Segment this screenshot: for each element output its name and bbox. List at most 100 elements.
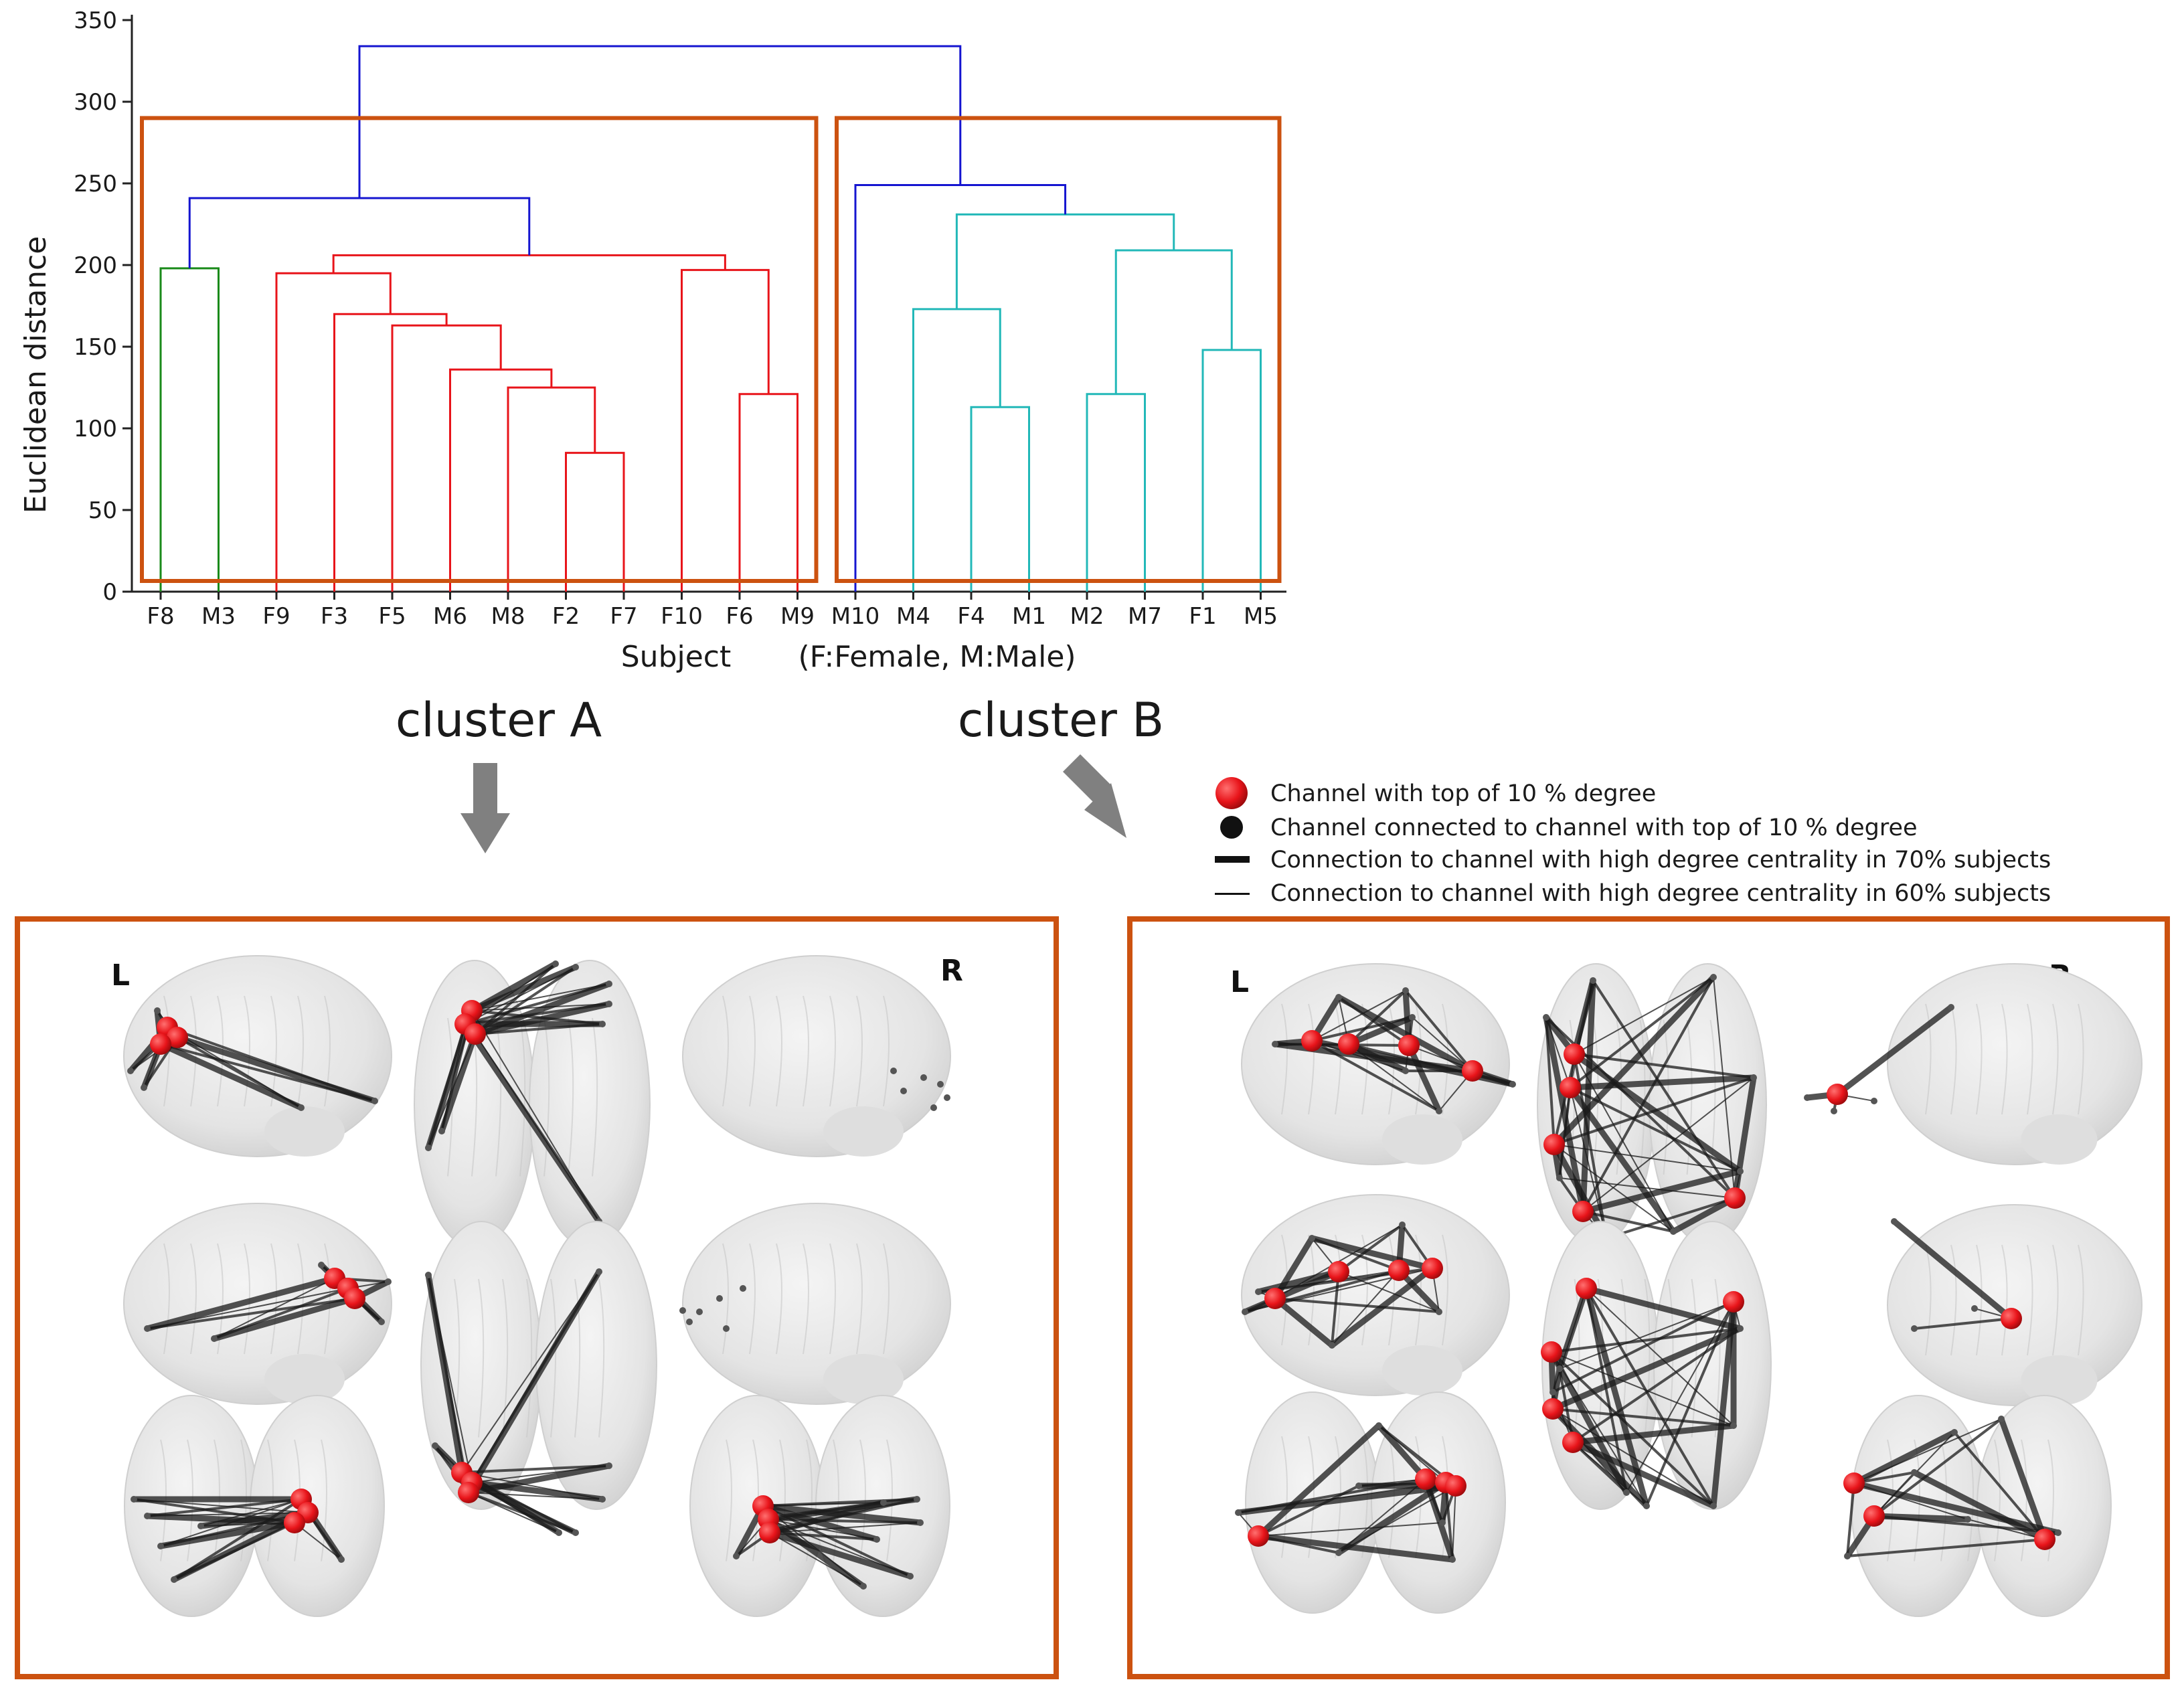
connected-channel-node	[1871, 1098, 1877, 1104]
connection-edge	[1311, 1235, 1434, 1272]
connected-channel-node	[197, 1523, 204, 1529]
connection-edge	[438, 1033, 479, 1132]
connection-edge	[213, 1295, 356, 1342]
connection-edge	[160, 1043, 375, 1102]
connected-channel-node	[572, 964, 579, 970]
hub-channel-node	[1462, 1060, 1483, 1082]
connection-edge	[1585, 1287, 1715, 1507]
connected-channel-node	[425, 1272, 432, 1278]
connection-edge	[1551, 1327, 1741, 1353]
connected-channel-node	[1436, 1108, 1442, 1114]
x-tick-label: M2	[1070, 603, 1104, 630]
connected-channel-node	[1272, 1041, 1278, 1047]
x-tick-label: M1	[1012, 603, 1046, 630]
connected-channel-node	[1449, 1556, 1456, 1563]
panel-a-left-label: L	[111, 958, 130, 993]
cluster-b-title: cluster B	[958, 693, 1164, 748]
gyrus	[1950, 1003, 1957, 1115]
connected-channel-node	[873, 1536, 880, 1543]
legend-item-red-node: Channel with top of 10 % degree	[1270, 780, 1656, 807]
connection-edge	[1912, 1469, 2047, 1543]
cerebellum	[264, 1106, 345, 1157]
connected-channel-node	[1399, 1221, 1406, 1228]
cerebellum	[1382, 1345, 1462, 1395]
connected-channel-node	[1329, 1342, 1335, 1349]
connected-channel-node	[1402, 1068, 1409, 1074]
connection-edge	[1543, 1017, 1586, 1212]
hub-channel-node	[465, 1023, 486, 1045]
gyrus	[502, 1278, 509, 1438]
connection-edge	[1606, 1197, 1736, 1240]
cerebellum	[1382, 1114, 1462, 1165]
connection-edge	[1338, 1485, 1456, 1553]
connected-channel-node	[1355, 1483, 1362, 1489]
connection-edge	[147, 1297, 355, 1330]
connection-edge	[1852, 1429, 1956, 1487]
connection-edge	[1585, 1285, 1742, 1332]
dendrogram-link	[565, 452, 625, 592]
connection-edge	[1853, 1483, 1968, 1520]
hub-channel-node	[1724, 1187, 1746, 1209]
brain-hemisphere	[250, 1395, 385, 1617]
connection-edge	[1551, 975, 1716, 1147]
connected-channel-node	[1643, 1503, 1650, 1509]
connection-edge	[1732, 1077, 1757, 1199]
connection-edge	[1337, 1223, 1404, 1273]
gyrus	[2027, 1244, 2033, 1356]
connected-channel-node	[1309, 1235, 1315, 1242]
connected-channel-node	[900, 1088, 907, 1094]
dendrogram-link	[449, 368, 553, 592]
connected-channel-node	[599, 1496, 606, 1503]
gyrus	[1442, 1003, 1448, 1115]
connected-channel-node	[131, 1496, 137, 1503]
gyrus	[2001, 1244, 2008, 1356]
dendrogram-links	[159, 45, 1262, 592]
gyrus	[267, 1439, 274, 1561]
connected-channel-node	[1409, 1014, 1416, 1021]
connected-channel-node	[1750, 1074, 1757, 1081]
brain-view	[682, 1203, 951, 1405]
connected-channel-node	[1556, 1365, 1563, 1372]
connection-edge	[768, 1496, 918, 1523]
x-tick-label: F10	[661, 603, 703, 630]
gyrus	[519, 1017, 526, 1177]
cluster-box-a	[140, 116, 819, 583]
connected-channel-node	[1737, 1168, 1744, 1175]
connected-channel-node	[716, 1295, 723, 1302]
cluster-b-frame	[1127, 916, 2170, 1679]
connected-channel-node	[154, 1007, 161, 1014]
y-tick-label: 250	[74, 171, 117, 197]
connection-edge	[214, 1278, 335, 1339]
dendrogram-link	[159, 267, 220, 592]
connection-edge	[1572, 1439, 1715, 1509]
legend-item-thin-line: Connection to channel with high degree c…	[1270, 880, 2051, 907]
gyrus	[856, 995, 863, 1107]
connected-channel-node	[385, 1278, 392, 1285]
connection-edge	[133, 1499, 309, 1513]
connected-channel-node	[606, 1001, 612, 1007]
connection-edge	[466, 1270, 602, 1495]
panel-a-right-label: R	[940, 954, 963, 988]
connection-edge	[1552, 1408, 1714, 1507]
connected-channel-node	[171, 1576, 177, 1583]
hub-channel-node	[1338, 1033, 1359, 1055]
x-tick-label: F1	[1189, 603, 1216, 630]
connected-channel-node	[596, 1268, 602, 1275]
legend-red-node-icon	[1215, 777, 1248, 809]
connection-edge	[471, 983, 610, 1011]
connected-channel-node	[127, 1068, 134, 1074]
connected-channel-node	[1730, 1422, 1737, 1429]
gyrus	[859, 1439, 866, 1561]
gyrus	[163, 1243, 170, 1355]
connection-edge	[769, 1531, 877, 1541]
hub-channel-node	[167, 1027, 188, 1048]
hub-channel-node	[150, 1033, 171, 1055]
x-tick-label: M4	[896, 603, 930, 630]
connection-edge	[1331, 1270, 1400, 1346]
cluster-b-panel: L R	[1127, 916, 2170, 1679]
x-tick-label: M3	[201, 603, 236, 630]
dendrogram-link	[188, 197, 531, 268]
gyrus	[1663, 1019, 1669, 1175]
connected-channel-node	[1998, 1416, 2005, 1422]
gyrus	[297, 1243, 304, 1355]
